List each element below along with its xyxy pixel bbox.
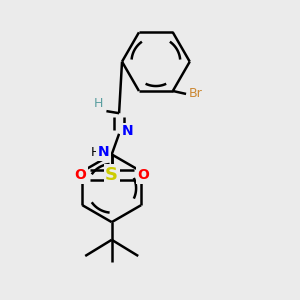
Text: S: S — [105, 166, 118, 184]
Text: O: O — [74, 168, 86, 182]
Text: O: O — [137, 168, 149, 182]
Text: N: N — [98, 145, 109, 159]
Text: H: H — [94, 97, 103, 110]
Text: H: H — [91, 146, 100, 159]
Text: Br: Br — [189, 87, 202, 101]
Text: N: N — [122, 124, 133, 138]
